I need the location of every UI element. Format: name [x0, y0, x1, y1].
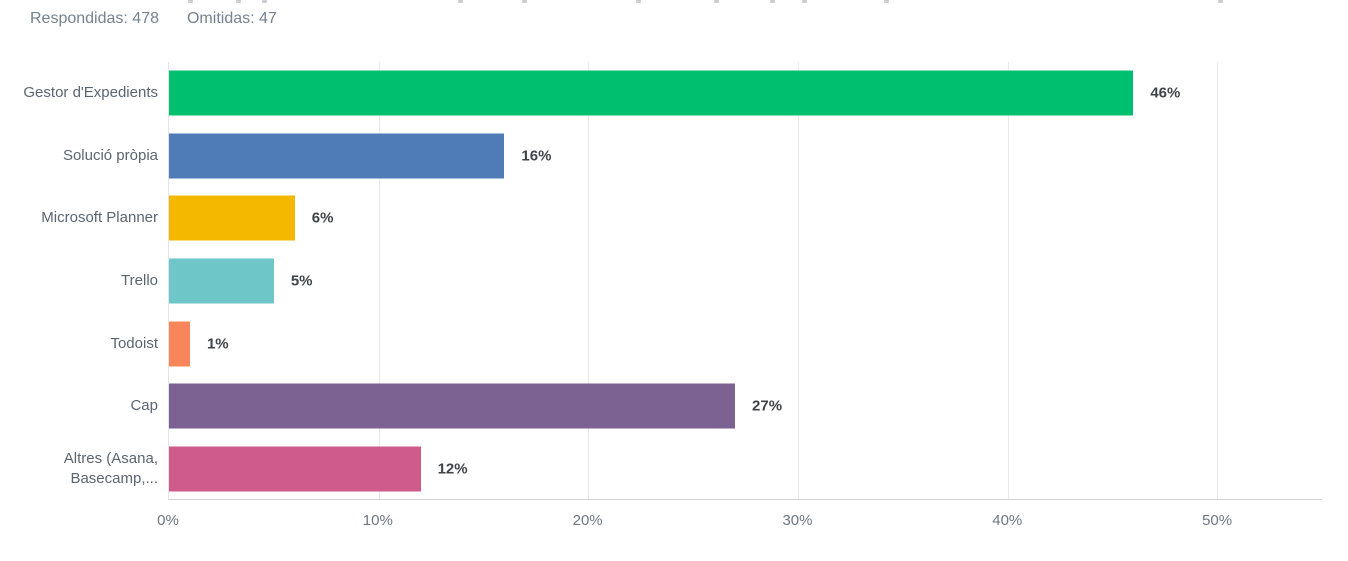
bar-microsoft-planner [169, 195, 295, 241]
gridline-10 [378, 62, 380, 499]
category-label-soluci-pr-pia: Solució pròpia [62, 146, 158, 164]
response-stats: Respondidas: 478 Omitidas: 47 [30, 10, 277, 28]
bar-row-cap: 27% [169, 375, 1322, 438]
category-label-gestor-d-expedients: Gestor d'Expedients [23, 84, 158, 102]
value-label-cap: 27% [752, 397, 783, 415]
value-label-trello: 5% [290, 272, 313, 290]
x-tick-10: 10% [362, 512, 393, 529]
skipped-count: Omitidas: 47 [186, 10, 277, 27]
bar-row-todoist: 1% [169, 312, 1322, 375]
bar-row-altres-asana-basecamp: 12% [169, 437, 1322, 500]
cropped-question-title [0, 0, 1348, 4]
value-label-soluci-pr-pia: 16% [521, 147, 552, 165]
x-tick-50: 50% [1202, 512, 1233, 529]
plot-area: 46% 16% 6% 5% 1% 27% 12% [168, 62, 1322, 500]
gridline-30 [797, 62, 799, 499]
x-tick-0: 0% [157, 512, 179, 529]
x-tick-30: 30% [782, 512, 813, 529]
gridline-40 [1007, 62, 1009, 499]
gridline-50 [1217, 62, 1219, 499]
bar-gestor-d-expedients [169, 70, 1134, 116]
x-tick-40: 40% [992, 512, 1023, 529]
bar-row-trello: 5% [169, 250, 1322, 313]
category-label-todoist: Todoist [110, 334, 158, 352]
bar-row-microsoft-planner: 6% [169, 187, 1322, 250]
bar-cap [169, 383, 736, 429]
value-label-microsoft-planner: 6% [311, 209, 334, 227]
bar-row-soluci-pr-pia: 16% [169, 125, 1322, 188]
value-label-altres-asana-basecamp: 12% [437, 460, 468, 478]
bar-altres-asana-basecamp [169, 446, 421, 492]
category-label-microsoft-planner: Microsoft Planner [41, 209, 158, 227]
bar-soluci-pr-pia [169, 133, 505, 179]
answered-count: Respondidas: 478 [30, 10, 159, 27]
category-label-altres-asana-basecamp: Altres (Asana, Basecamp,... [63, 449, 158, 487]
bar-todoist [169, 321, 190, 367]
value-label-gestor-d-expedients: 46% [1150, 84, 1181, 102]
category-label-trello: Trello [121, 272, 158, 289]
category-label-cap: Cap [130, 397, 158, 415]
x-tick-20: 20% [572, 512, 603, 529]
bar-row-gestor-d-expedients: 46% [169, 62, 1322, 125]
value-label-todoist: 1% [206, 335, 229, 353]
gridline-20 [588, 62, 590, 499]
bar-trello [169, 258, 274, 304]
